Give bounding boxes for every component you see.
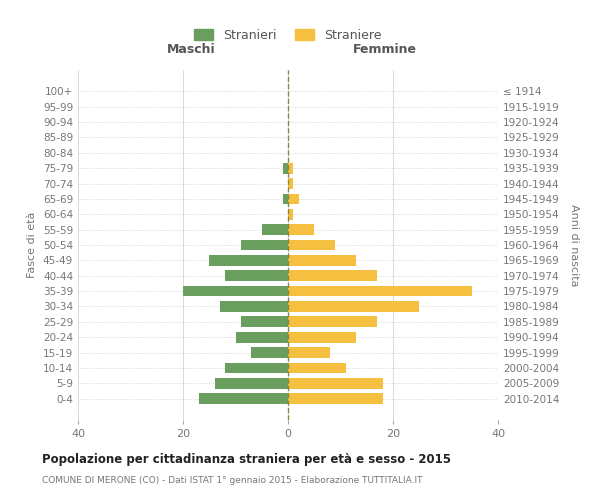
Bar: [241, 316, 288, 327]
Legend: Stranieri, Straniere: Stranieri, Straniere: [190, 24, 386, 47]
Bar: [288, 194, 299, 204]
Bar: [288, 178, 293, 189]
Bar: [288, 209, 293, 220]
Bar: [215, 378, 288, 388]
Y-axis label: Anni di nascita: Anni di nascita: [569, 204, 579, 286]
Bar: [241, 240, 288, 250]
Bar: [225, 270, 288, 281]
Text: Popolazione per cittadinanza straniera per età e sesso - 2015: Popolazione per cittadinanza straniera p…: [42, 452, 451, 466]
Bar: [288, 163, 293, 173]
Bar: [225, 362, 288, 374]
Text: Femmine: Femmine: [353, 43, 416, 56]
Bar: [283, 194, 288, 204]
Bar: [288, 347, 330, 358]
Bar: [251, 347, 288, 358]
Bar: [288, 301, 419, 312]
Text: COMUNE DI MERONE (CO) - Dati ISTAT 1° gennaio 2015 - Elaborazione TUTTITALIA.IT: COMUNE DI MERONE (CO) - Dati ISTAT 1° ge…: [42, 476, 422, 485]
Bar: [288, 286, 472, 296]
Bar: [235, 332, 288, 342]
Bar: [209, 255, 288, 266]
Bar: [262, 224, 288, 235]
Text: Maschi: Maschi: [167, 43, 216, 56]
Bar: [288, 378, 383, 388]
Bar: [283, 163, 288, 173]
Bar: [288, 332, 356, 342]
Bar: [288, 270, 377, 281]
Bar: [183, 286, 288, 296]
Bar: [288, 362, 346, 374]
Bar: [288, 224, 314, 235]
Bar: [220, 301, 288, 312]
Bar: [288, 316, 377, 327]
Bar: [288, 394, 383, 404]
Y-axis label: Fasce di età: Fasce di età: [28, 212, 37, 278]
Bar: [288, 240, 335, 250]
Bar: [199, 394, 288, 404]
Bar: [288, 255, 356, 266]
